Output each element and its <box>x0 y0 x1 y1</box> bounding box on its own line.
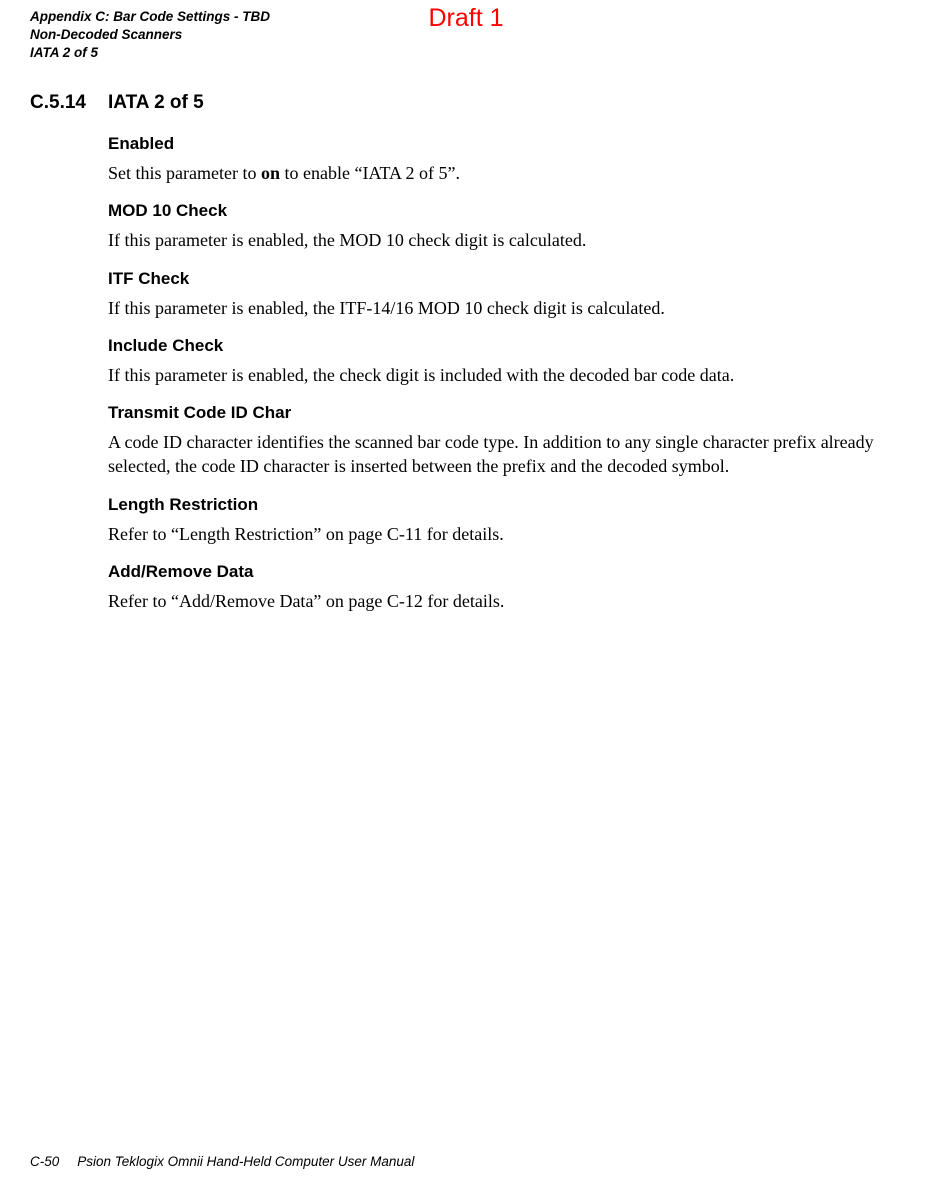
subheading-enabled: Enabled <box>108 134 902 154</box>
text-include: If this parameter is enabled, the check … <box>108 363 902 387</box>
text-transmit: A code ID character identifies the scann… <box>108 430 902 479</box>
page-number: C-50 <box>30 1154 59 1169</box>
section-heading: C.5.14 IATA 2 of 5 <box>30 92 902 114</box>
text-enabled-after: to enable “IATA 2 of 5”. <box>280 163 460 183</box>
subheading-length: Length Restriction <box>108 495 902 515</box>
text-mod10: If this parameter is enabled, the MOD 10… <box>108 228 902 252</box>
text-enabled: Set this parameter to on to enable “IATA… <box>108 161 902 185</box>
subheading-mod10: MOD 10 Check <box>108 201 902 221</box>
footer-manual-title: Psion Teklogix Omnii Hand-Held Computer … <box>77 1154 414 1169</box>
subheading-include: Include Check <box>108 336 902 356</box>
draft-watermark: Draft 1 <box>428 4 503 33</box>
subheading-itf: ITF Check <box>108 269 902 289</box>
text-length: Refer to “Length Restriction” on page C-… <box>108 522 902 546</box>
text-addremove: Refer to “Add/Remove Data” on page C-12 … <box>108 589 902 613</box>
text-enabled-before: Set this parameter to <box>108 163 261 183</box>
section-number: C.5.14 <box>30 92 86 114</box>
header-topic-line: IATA 2 of 5 <box>30 44 902 62</box>
body-content: Enabled Set this parameter to on to enab… <box>108 134 902 613</box>
text-itf: If this parameter is enabled, the ITF-14… <box>108 296 902 320</box>
subheading-addremove: Add/Remove Data <box>108 562 902 582</box>
subheading-transmit: Transmit Code ID Char <box>108 403 902 423</box>
page-footer: C-50 Psion Teklogix Omnii Hand-Held Compu… <box>30 1154 414 1169</box>
main-content: C.5.14 IATA 2 of 5 Enabled Set this param… <box>30 92 902 629</box>
section-title: IATA 2 of 5 <box>108 92 204 113</box>
text-enabled-bold: on <box>261 163 280 183</box>
